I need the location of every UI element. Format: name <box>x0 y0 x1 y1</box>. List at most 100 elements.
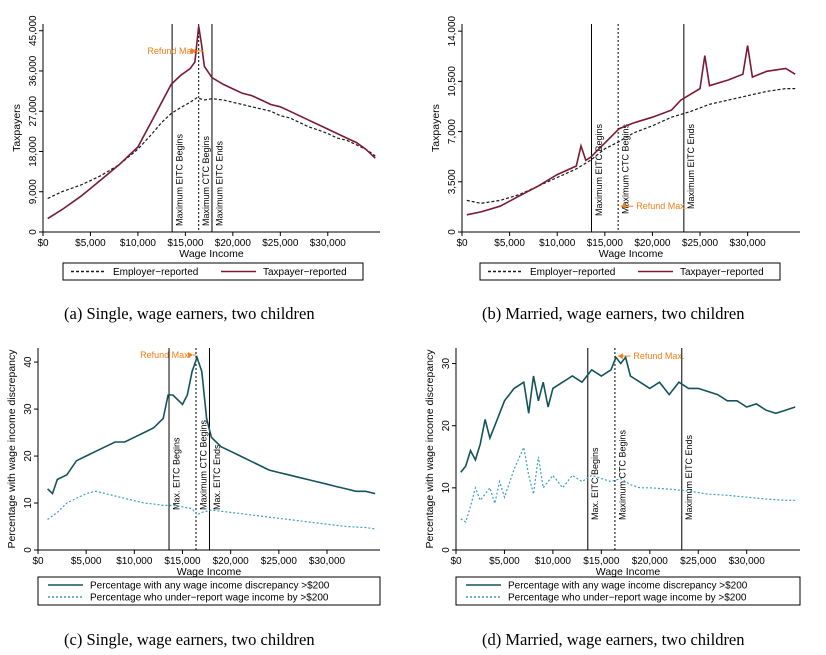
legend-label: Percentage who under−report wage income … <box>90 593 329 604</box>
y-axis-title: Percentage with wage income discrepancy <box>424 349 436 549</box>
annotation-label: Refund Max. <box>636 201 687 211</box>
series-line-2 <box>47 490 376 530</box>
legend-label: Employer−reported <box>113 267 198 278</box>
x-tick-label: $25,000 <box>680 556 717 567</box>
reference-line-label: Max. EITC Ends <box>212 444 222 510</box>
x-tick-label: $10,000 <box>539 238 576 249</box>
reference-line-label: Max. EITC Begins <box>590 447 600 520</box>
legend-label: Employer−reported <box>530 267 615 278</box>
x-axis-title: Wage Income <box>599 248 664 260</box>
x-tick-label: $20,000 <box>215 238 252 249</box>
y-tick-label: 30 <box>23 403 34 415</box>
y-axis-title: Taxpayers <box>11 104 23 152</box>
y-tick-label: 0 <box>447 229 458 235</box>
legend-label: Percentage with any wage income discrepa… <box>508 581 748 592</box>
caption-b: (b) Married, wage earners, two children <box>482 304 745 323</box>
annotation-label: Refund Max. <box>633 351 684 361</box>
y-tick-label: 0 <box>23 547 34 553</box>
y-axis-title: Taxpayers <box>430 104 442 152</box>
reference-line-label: Maximum EITC Begins <box>594 124 604 217</box>
x-tick-label: $5,000 <box>75 238 106 249</box>
reference-line-label: Maximum CTC Begins <box>617 429 627 520</box>
x-axis-title: Wage Income <box>596 566 661 578</box>
x-tick-label: $10,000 <box>120 238 157 249</box>
x-tick-label: $0 <box>37 238 49 249</box>
reference-line-label: Maximum EITC Ends <box>214 140 224 226</box>
legend-label: Percentage with any wage income discrepa… <box>90 581 330 592</box>
y-tick-label: 30 <box>441 358 452 370</box>
y-tick-label: 7,000 <box>447 119 458 144</box>
legend-box <box>62 262 364 281</box>
y-tick-label: 10 <box>441 482 452 494</box>
x-tick-label: $25,000 <box>262 238 299 249</box>
x-tick-label: $5,000 <box>489 556 520 567</box>
series-line-1 <box>460 355 796 473</box>
series-line-1 <box>466 87 796 204</box>
x-tick-label: $20,000 <box>632 556 669 567</box>
reference-line-label: Maximum CTC Begins <box>201 135 211 226</box>
y-tick-label: 0 <box>441 547 452 553</box>
series-line-2 <box>466 45 796 216</box>
x-tick-label: $0 <box>456 238 468 249</box>
caption-c: (c) Single, wage earners, two children <box>64 630 315 649</box>
x-tick-label: $30,000 <box>729 556 766 567</box>
x-tick-label: $20,000 <box>213 556 250 567</box>
x-tick-label: $15,000 <box>587 238 624 249</box>
annotation-arrowhead <box>190 47 196 54</box>
x-tick-label: $0 <box>450 556 462 567</box>
y-tick-label: 10,500 <box>447 66 458 97</box>
y-tick-label: 0 <box>28 229 39 235</box>
x-tick-label: $15,000 <box>167 238 204 249</box>
x-tick-label: $5,000 <box>71 556 102 567</box>
x-tick-label: $0 <box>32 556 44 567</box>
x-tick-label: $30,000 <box>309 556 346 567</box>
series-line-2 <box>47 26 376 220</box>
chart-panel-c: $0 $5,000 $10,000 $15,000 $20,000 $25,000 $30,… <box>6 348 381 606</box>
annotation-label: Refund Max. <box>140 350 191 360</box>
series-line-2 <box>460 445 796 523</box>
x-tick-label: $25,000 <box>261 556 298 567</box>
series-line-1 <box>47 354 376 496</box>
x-tick-label: $10,000 <box>535 556 572 567</box>
reference-line-label: Maximum CTC Begins <box>198 419 208 510</box>
x-axis-title: Wage Income <box>177 566 242 578</box>
x-tick-label: $5,000 <box>494 238 525 249</box>
x-tick-label: $30,000 <box>310 238 347 249</box>
x-tick-label: $15,000 <box>164 556 201 567</box>
reference-line-label: Maximum EITC Ends <box>686 124 696 210</box>
y-tick-label: 9,000 <box>28 179 39 204</box>
x-tick-label: $15,000 <box>583 556 620 567</box>
y-tick-label: 40 <box>23 356 34 368</box>
x-axis-title: Wage Income <box>179 248 244 260</box>
reference-line-label: Maximum CTC Begins <box>621 124 631 215</box>
chart-panel-a: $0 $5,000 $10,000 $15,000 $20,000 $25,000 $30,… <box>11 15 380 281</box>
reference-line-label: Maximum EITC Begins <box>175 133 185 226</box>
annotation-arrowhead <box>617 353 623 360</box>
legend-label: Taxpayer−reported <box>680 267 764 278</box>
legend-box <box>479 262 781 281</box>
x-tick-label: $25,000 <box>682 238 719 249</box>
legend-label: Taxpayer−reported <box>263 267 347 278</box>
chart-panel-b: $0 $5,000 $10,000 $15,000 $20,000 $25,000 $30,… <box>430 15 800 281</box>
y-tick-label: 3,500 <box>447 169 458 194</box>
legend-box <box>455 576 801 606</box>
y-tick-label: 20 <box>441 420 452 432</box>
y-tick-label: 36,000 <box>28 55 39 86</box>
annotation-arrowhead <box>188 352 194 359</box>
y-tick-label: 27,000 <box>28 95 39 126</box>
legend-box <box>37 576 381 606</box>
x-tick-label: $20,000 <box>634 238 671 249</box>
caption-a: (a) Single, wage earners, two children <box>64 304 315 323</box>
y-tick-label: 14,000 <box>447 15 458 46</box>
legend-label: Percentage who under−report wage income … <box>508 593 747 604</box>
y-axis-title: Percentage with wage income discrepancy <box>6 349 18 549</box>
annotation-arrowhead <box>620 203 626 210</box>
y-tick-label: 18,000 <box>28 136 39 167</box>
chart-panel-d: $0 $5,000 $10,000 $15,000 $20,000 $25,000 $30,… <box>424 348 801 606</box>
y-tick-label: 10 <box>23 497 34 509</box>
annotation-label: Refund Max. <box>147 46 198 56</box>
x-tick-label: $10,000 <box>116 556 153 567</box>
y-tick-label: 45,000 <box>28 15 39 46</box>
reference-line-label: Max. EITC Begins <box>171 437 181 510</box>
